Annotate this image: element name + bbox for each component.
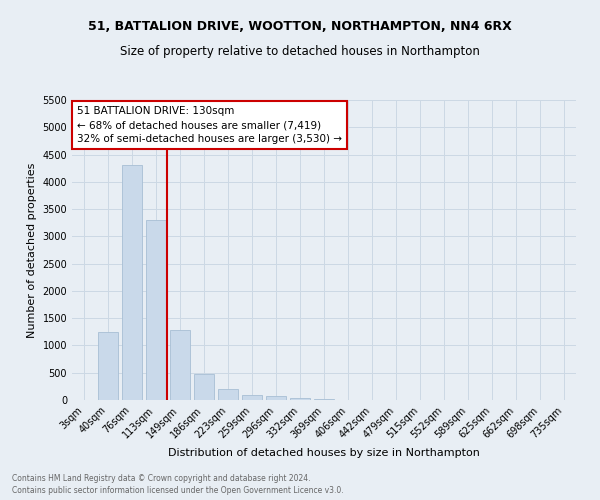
Text: Size of property relative to detached houses in Northampton: Size of property relative to detached ho… — [120, 45, 480, 58]
Bar — [146, 220, 166, 400]
Bar — [122, 166, 142, 400]
Y-axis label: Number of detached properties: Number of detached properties — [27, 162, 37, 338]
Bar — [98, 332, 118, 400]
Bar — [314, 399, 334, 400]
Bar — [170, 330, 190, 400]
Bar — [266, 396, 286, 400]
Bar — [218, 390, 238, 400]
Text: 51 BATTALION DRIVE: 130sqm
← 68% of detached houses are smaller (7,419)
32% of s: 51 BATTALION DRIVE: 130sqm ← 68% of deta… — [77, 106, 342, 144]
Bar — [194, 374, 214, 400]
X-axis label: Distribution of detached houses by size in Northampton: Distribution of detached houses by size … — [168, 448, 480, 458]
Text: 51, BATTALION DRIVE, WOOTTON, NORTHAMPTON, NN4 6RX: 51, BATTALION DRIVE, WOOTTON, NORTHAMPTO… — [88, 20, 512, 33]
Text: Contains HM Land Registry data © Crown copyright and database right 2024.
Contai: Contains HM Land Registry data © Crown c… — [12, 474, 344, 495]
Bar — [290, 398, 310, 400]
Bar — [242, 395, 262, 400]
